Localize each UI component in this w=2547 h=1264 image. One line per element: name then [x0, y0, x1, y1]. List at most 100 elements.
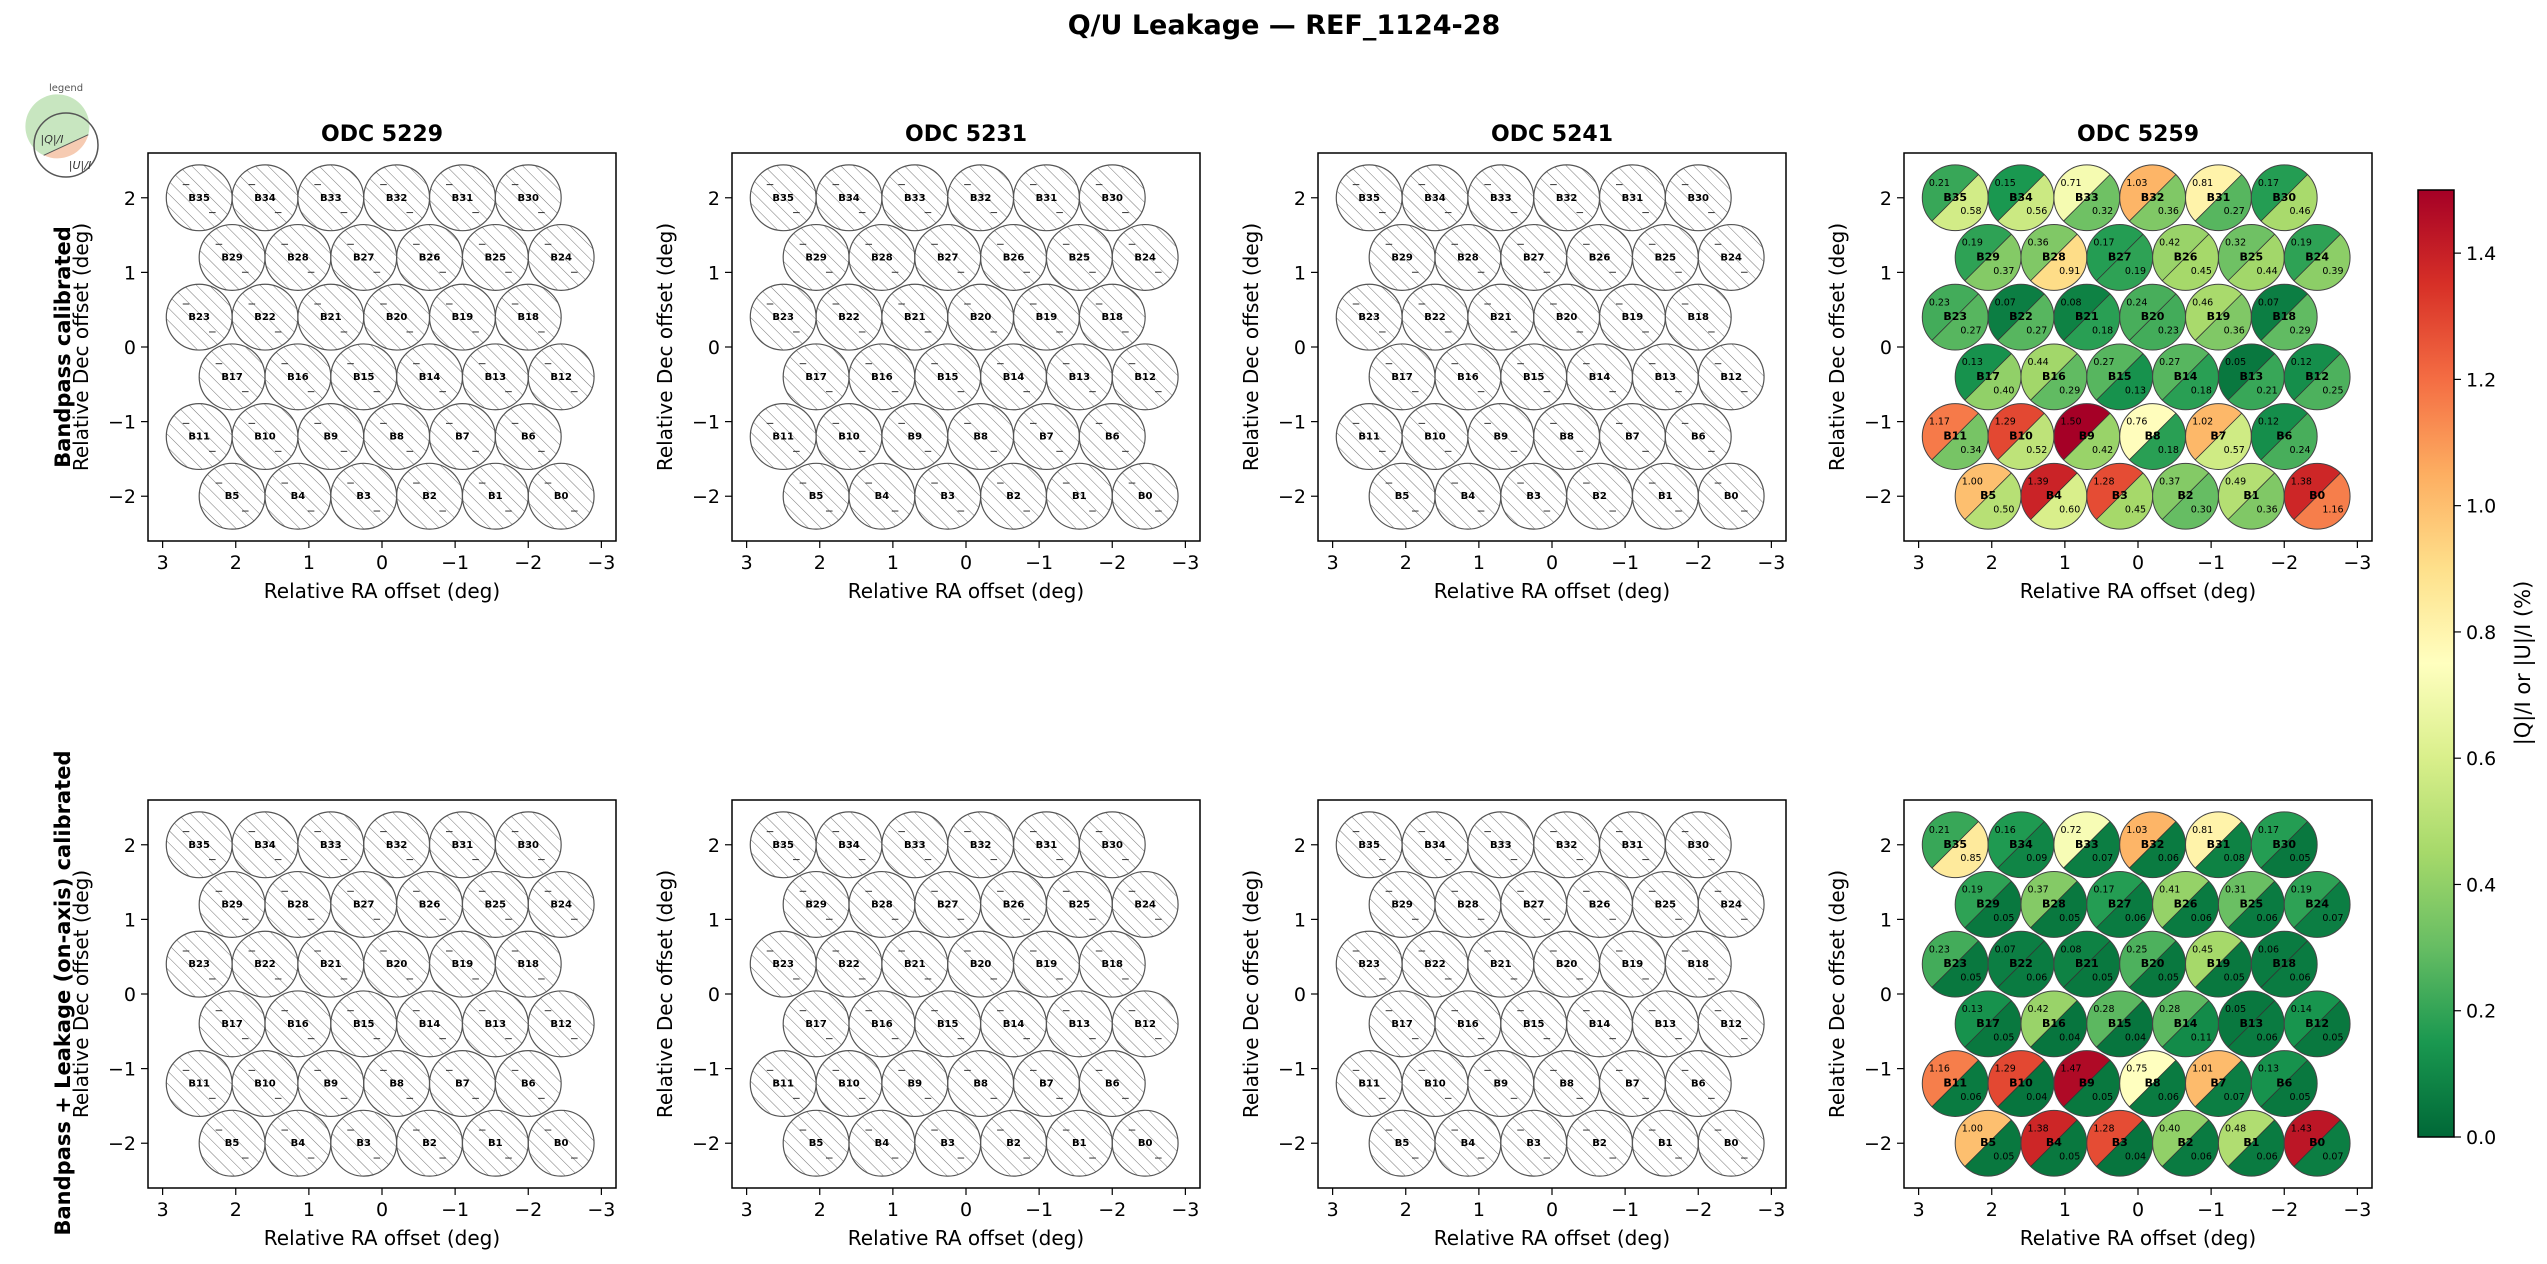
beam-outline: [1111, 990, 1179, 1058]
beam-B28: B28: [1434, 223, 1502, 291]
beam-B26: B26: [396, 870, 464, 938]
beam-q-half: [2053, 1050, 2111, 1107]
beam-u-value: 0.46: [2289, 206, 2310, 217]
beam-u-half: [1997, 174, 2054, 231]
beam-q-value: 0.08: [2060, 297, 2081, 308]
beam-B34: B34: [815, 811, 883, 879]
beam-divider: [2096, 472, 2144, 520]
beam-q-value: 0.17: [2258, 178, 2279, 189]
beam-B5: 1.00 B5 0.05: [1954, 1109, 2022, 1177]
beam-q-half: [2086, 463, 2143, 520]
beam-outline: [527, 343, 595, 411]
beam-label: B1: [2243, 1136, 2259, 1149]
beam-label: B10: [254, 432, 276, 443]
beam-outline: [2283, 462, 2351, 530]
beam-label: B26: [419, 899, 441, 910]
x-tick-label: −2: [1684, 552, 1712, 574]
beam-B22: B22: [1401, 930, 1469, 998]
beam-outline: [2283, 224, 2351, 291]
beam-B23: 0.23 B23 0.27: [1921, 283, 1989, 351]
beam-B8: B8: [363, 1050, 431, 1118]
beam-label: B12: [1720, 1019, 1742, 1030]
beam-B13: B13: [1045, 343, 1113, 411]
beam-q-value: 1.29: [1995, 417, 2016, 428]
beam-divider: [2293, 1000, 2341, 1048]
beam-outline: [1111, 462, 1179, 530]
beam-B1: B1: [1045, 1109, 1113, 1177]
x-tick-label: 0: [960, 1199, 972, 1221]
beam-B3: B3: [330, 462, 398, 530]
beam-label: B15: [353, 1019, 375, 1030]
beam-u-half: [1964, 234, 2021, 291]
panel-title: ODC 5229: [321, 122, 443, 147]
beam-B32: B32: [1533, 164, 1601, 232]
beam-B2: B2: [980, 1109, 1048, 1177]
beam-u-value: 0.07: [2322, 1152, 2343, 1163]
beam-u-half: [2063, 1060, 2120, 1117]
beam-u-value: 0.06: [2257, 913, 2278, 924]
beam-q-value: 0.19: [1962, 885, 1983, 896]
beam-B35: B35: [749, 164, 817, 232]
beam-B13: 0.05 B13 0.21: [2217, 343, 2285, 411]
beam-B29: B29: [198, 223, 266, 291]
beam-q-value: 0.07: [1995, 944, 2016, 955]
beam-label: B1: [2243, 489, 2259, 502]
beam-u-value: 0.36: [2158, 206, 2179, 217]
beam-B10: B10: [1401, 403, 1469, 471]
beam-layer: 0.21 B35 0.58 0.15 B34 0.56 0.71 B33 0.32 1.03 B32…: [1921, 164, 2351, 530]
beam-outline: [494, 1050, 562, 1118]
beam-B35: 0.21 B35 0.58: [1921, 164, 1989, 232]
beam-q-half: [2086, 1110, 2143, 1167]
beam-label: B14: [1589, 1019, 1611, 1030]
beam-label: B15: [353, 372, 375, 383]
beam-u-value: 0.29: [2289, 326, 2310, 337]
x-axis-label: Relative RA offset (deg): [1434, 1226, 1670, 1250]
y-tick-label: 2: [1294, 188, 1306, 210]
x-tick-label: 0: [2132, 1199, 2144, 1221]
beam-B1: B1: [1631, 1109, 1699, 1177]
beam-q-value: 0.21: [1929, 178, 1950, 189]
beam-outline: [1664, 403, 1732, 471]
beam-B26: B26: [980, 223, 1048, 291]
beam-divider: [2227, 880, 2275, 929]
legend-u-half: [43, 134, 89, 159]
y-axis-label: Relative Dec offset (deg): [653, 223, 677, 471]
beam-q-half: [2284, 1110, 2341, 1167]
beam-B5: B5: [1368, 462, 1436, 530]
beam-q-value: 1.17: [1929, 417, 1950, 428]
beam-divider: [2260, 174, 2308, 222]
beam-label: B23: [1943, 310, 1967, 323]
y-tick-label: 2: [708, 188, 720, 210]
beam-B24: B24: [1111, 223, 1179, 291]
y-axis-label: Relative Dec offset (deg): [69, 223, 93, 471]
beam-q-half: [2053, 403, 2111, 460]
x-tick-label: 1: [887, 1199, 899, 1221]
beam-outline: [2283, 871, 2351, 938]
x-tick-label: 3: [741, 1199, 753, 1221]
beam-label: B23: [1358, 959, 1380, 970]
beam-B1: 0.48 B1 0.06: [2217, 1109, 2285, 1177]
beam-u-value: 0.06: [2257, 1032, 2278, 1043]
beam-label: B30: [1101, 840, 1123, 851]
beam-B13: 0.05 B13 0.06: [2217, 990, 2285, 1058]
beam-label: B12: [1134, 372, 1156, 383]
beam-B34: 0.16 B34 0.09: [1987, 811, 2055, 879]
beam-label: B18: [2272, 957, 2296, 970]
beam-label: B3: [940, 491, 955, 502]
beam-label: B11: [1358, 432, 1380, 443]
beam-label: B15: [937, 372, 959, 383]
beam-u-half: [2293, 881, 2351, 938]
beam-u-value: 0.34: [1960, 445, 1981, 456]
y-tick-label: −2: [1278, 1133, 1306, 1155]
beam-q-half: [1988, 1050, 2045, 1107]
beam-label: B21: [904, 959, 926, 970]
beam-q-value: 0.16: [1995, 825, 2016, 836]
beam-q-value: 0.48: [2225, 1123, 2246, 1134]
beam-B13: B13: [1631, 990, 1699, 1058]
beam-label: B35: [188, 193, 210, 204]
beam-B8: 0.76 B8 0.18: [2119, 403, 2187, 470]
beam-B29: B29: [1368, 870, 1436, 938]
beam-u-value: 0.25: [2322, 385, 2343, 396]
beam-u-value: 0.19: [2125, 266, 2146, 277]
